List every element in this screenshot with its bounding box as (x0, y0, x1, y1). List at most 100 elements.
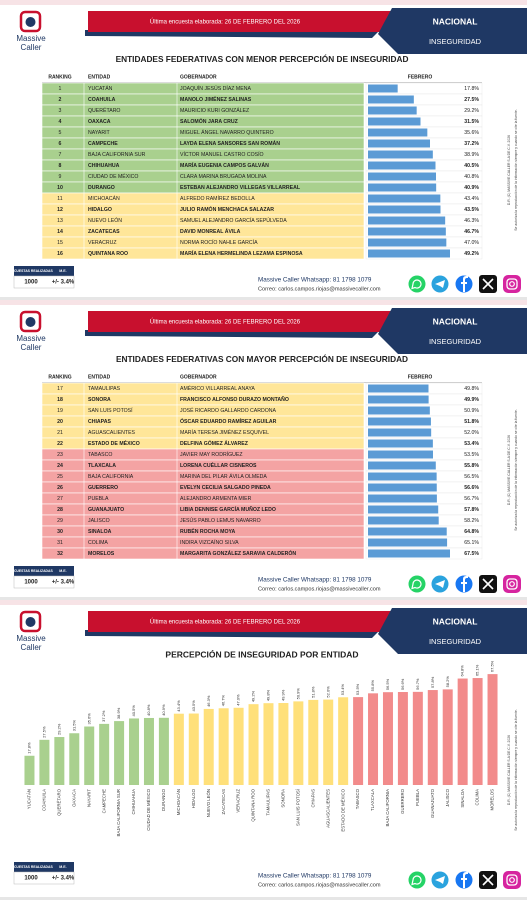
value-label: 50.9% (295, 688, 300, 700)
email: Correo: carlos.campos.riojas@massivecall… (258, 586, 381, 592)
facebook-glyph (461, 872, 468, 888)
state: MICHOACÁN (88, 195, 120, 202)
governor: NORMA ROCÍO NAHLE GARCÍA (180, 239, 258, 246)
state: HIDALGO (88, 207, 112, 213)
rank: 20 (57, 419, 63, 425)
rank: 27 (57, 496, 63, 502)
category-label: CHIAPAS (310, 789, 315, 808)
row-fill (41, 547, 365, 560)
value-bar (368, 406, 430, 415)
value-bar (368, 384, 429, 393)
category-label: ESTADO DE MÉXICO (340, 788, 345, 831)
side-note: Se autoriza la reproducción de la inform… (514, 409, 518, 530)
margin: +/- 3.4% (52, 876, 75, 882)
value-label: 49.8% (464, 386, 479, 392)
value-bar (368, 494, 437, 503)
margin-label: M.E. (59, 865, 66, 869)
state: YUCATÁN (88, 85, 113, 92)
value-label: 56.5% (464, 474, 479, 480)
brand-line2: Caller (21, 343, 42, 352)
stats-head (14, 266, 74, 276)
side-note: D.R. (C) MASSIVE CALLER S.A DE C.V. 2026 (507, 435, 511, 505)
value-label: 17.8% (464, 86, 479, 92)
table-title: ENTIDADES FEDERATIVAS CON MENOR PERCEPCI… (116, 53, 409, 64)
governor: INDIRA VIZCAÍNO SILVA (180, 539, 239, 546)
value-label: 53.5% (355, 683, 360, 695)
value-bar (368, 139, 430, 148)
state: CHIHUAHUA (88, 163, 120, 169)
value-bar (368, 505, 439, 514)
whatsapp: Massive Caller Whatsapp: 81 1798 1079 (258, 277, 372, 284)
state: ZACATECAS (88, 229, 120, 235)
category-label: SONORA (281, 789, 286, 808)
value-label: 49.2% (464, 251, 479, 257)
value-label: 64.8% (460, 665, 465, 677)
whatsapp-glyph (411, 279, 422, 290)
state: SAN LUIS POTOSÍ (88, 407, 133, 414)
scope: NACIONAL (433, 316, 478, 326)
category-label: DURANGO (161, 788, 166, 811)
value-label: 56.6% (464, 485, 479, 491)
bar (173, 713, 184, 785)
telegram-glyph (435, 280, 445, 288)
value-label: 46.3% (206, 695, 211, 707)
governor: MAURICIO KURI GONZÁLEZ (180, 107, 249, 114)
category-label: MICHOACÁN (176, 789, 181, 815)
bar (99, 723, 110, 785)
value-label: 56.5% (385, 678, 390, 690)
side-note: D.R. (C) MASSIVE CALLER S.A DE C.V. 2026 (507, 735, 511, 805)
column-header: FEBRERO (408, 74, 433, 80)
rank: 15 (57, 240, 63, 246)
rank: 11 (57, 196, 62, 202)
stats-body (13, 871, 75, 885)
category-label: BAJA CALIFORNIA (385, 789, 390, 827)
logo-dot (25, 617, 36, 627)
value-label: 29.2% (56, 723, 61, 735)
column-header: RANKING (48, 374, 71, 380)
category-label: SINALOA (460, 789, 465, 808)
bar (54, 737, 65, 785)
category-label: TAMAULIPAS (266, 789, 271, 816)
governor: MARINA DEL PILAR ÁVILA OLMEDA (180, 473, 267, 480)
value-label: 65.1% (475, 664, 480, 676)
top-band (0, 0, 527, 5)
value-label: 31.5% (464, 119, 479, 125)
value-label: 35.6% (86, 713, 91, 725)
bar (457, 678, 468, 785)
state: CAMPECHE (88, 141, 118, 147)
value-label: 40.9% (464, 185, 479, 191)
governor: DELFINA GÓMEZ ÁLVAREZ (180, 439, 249, 447)
value-bar (368, 95, 414, 104)
facebook-glyph (461, 276, 468, 292)
rank: 17 (57, 386, 63, 392)
value-label: 57.8% (430, 676, 435, 688)
governor: MIGUEL ÁNGEL NAVARRO QUINTERO (180, 129, 274, 136)
brand-line1: Massive (16, 334, 46, 343)
value-bar (368, 450, 433, 459)
panel: Última encuesta elaborada: 26 DE FEBRERO… (0, 600, 527, 897)
value-label: 55.8% (464, 463, 479, 469)
value-label: 49.9% (464, 397, 479, 403)
value-label: 51.8% (464, 419, 479, 425)
value-bar (368, 516, 439, 525)
bar (248, 704, 259, 785)
value-bar (368, 472, 437, 481)
instagram-icon (503, 575, 521, 593)
telegram-glyph (435, 876, 445, 884)
value-bar (368, 194, 441, 203)
rank: 12 (57, 207, 63, 213)
value-label: 64.8% (464, 529, 479, 535)
value-bar (368, 117, 421, 126)
whatsapp: Massive Caller Whatsapp: 81 1798 1079 (258, 873, 372, 880)
state: GUERRERO (88, 485, 118, 491)
category-label: CAMPECHE (101, 789, 106, 813)
logo-frame (19, 10, 42, 33)
value-label: 43.4% (464, 196, 479, 202)
state: JALISCO (88, 518, 110, 524)
value-label: 43.5% (191, 700, 196, 712)
sample-label: ENCUESTAS REALIZADAS (9, 269, 53, 273)
red-band (88, 611, 410, 632)
red-band (88, 311, 410, 332)
stats-head (14, 566, 74, 576)
